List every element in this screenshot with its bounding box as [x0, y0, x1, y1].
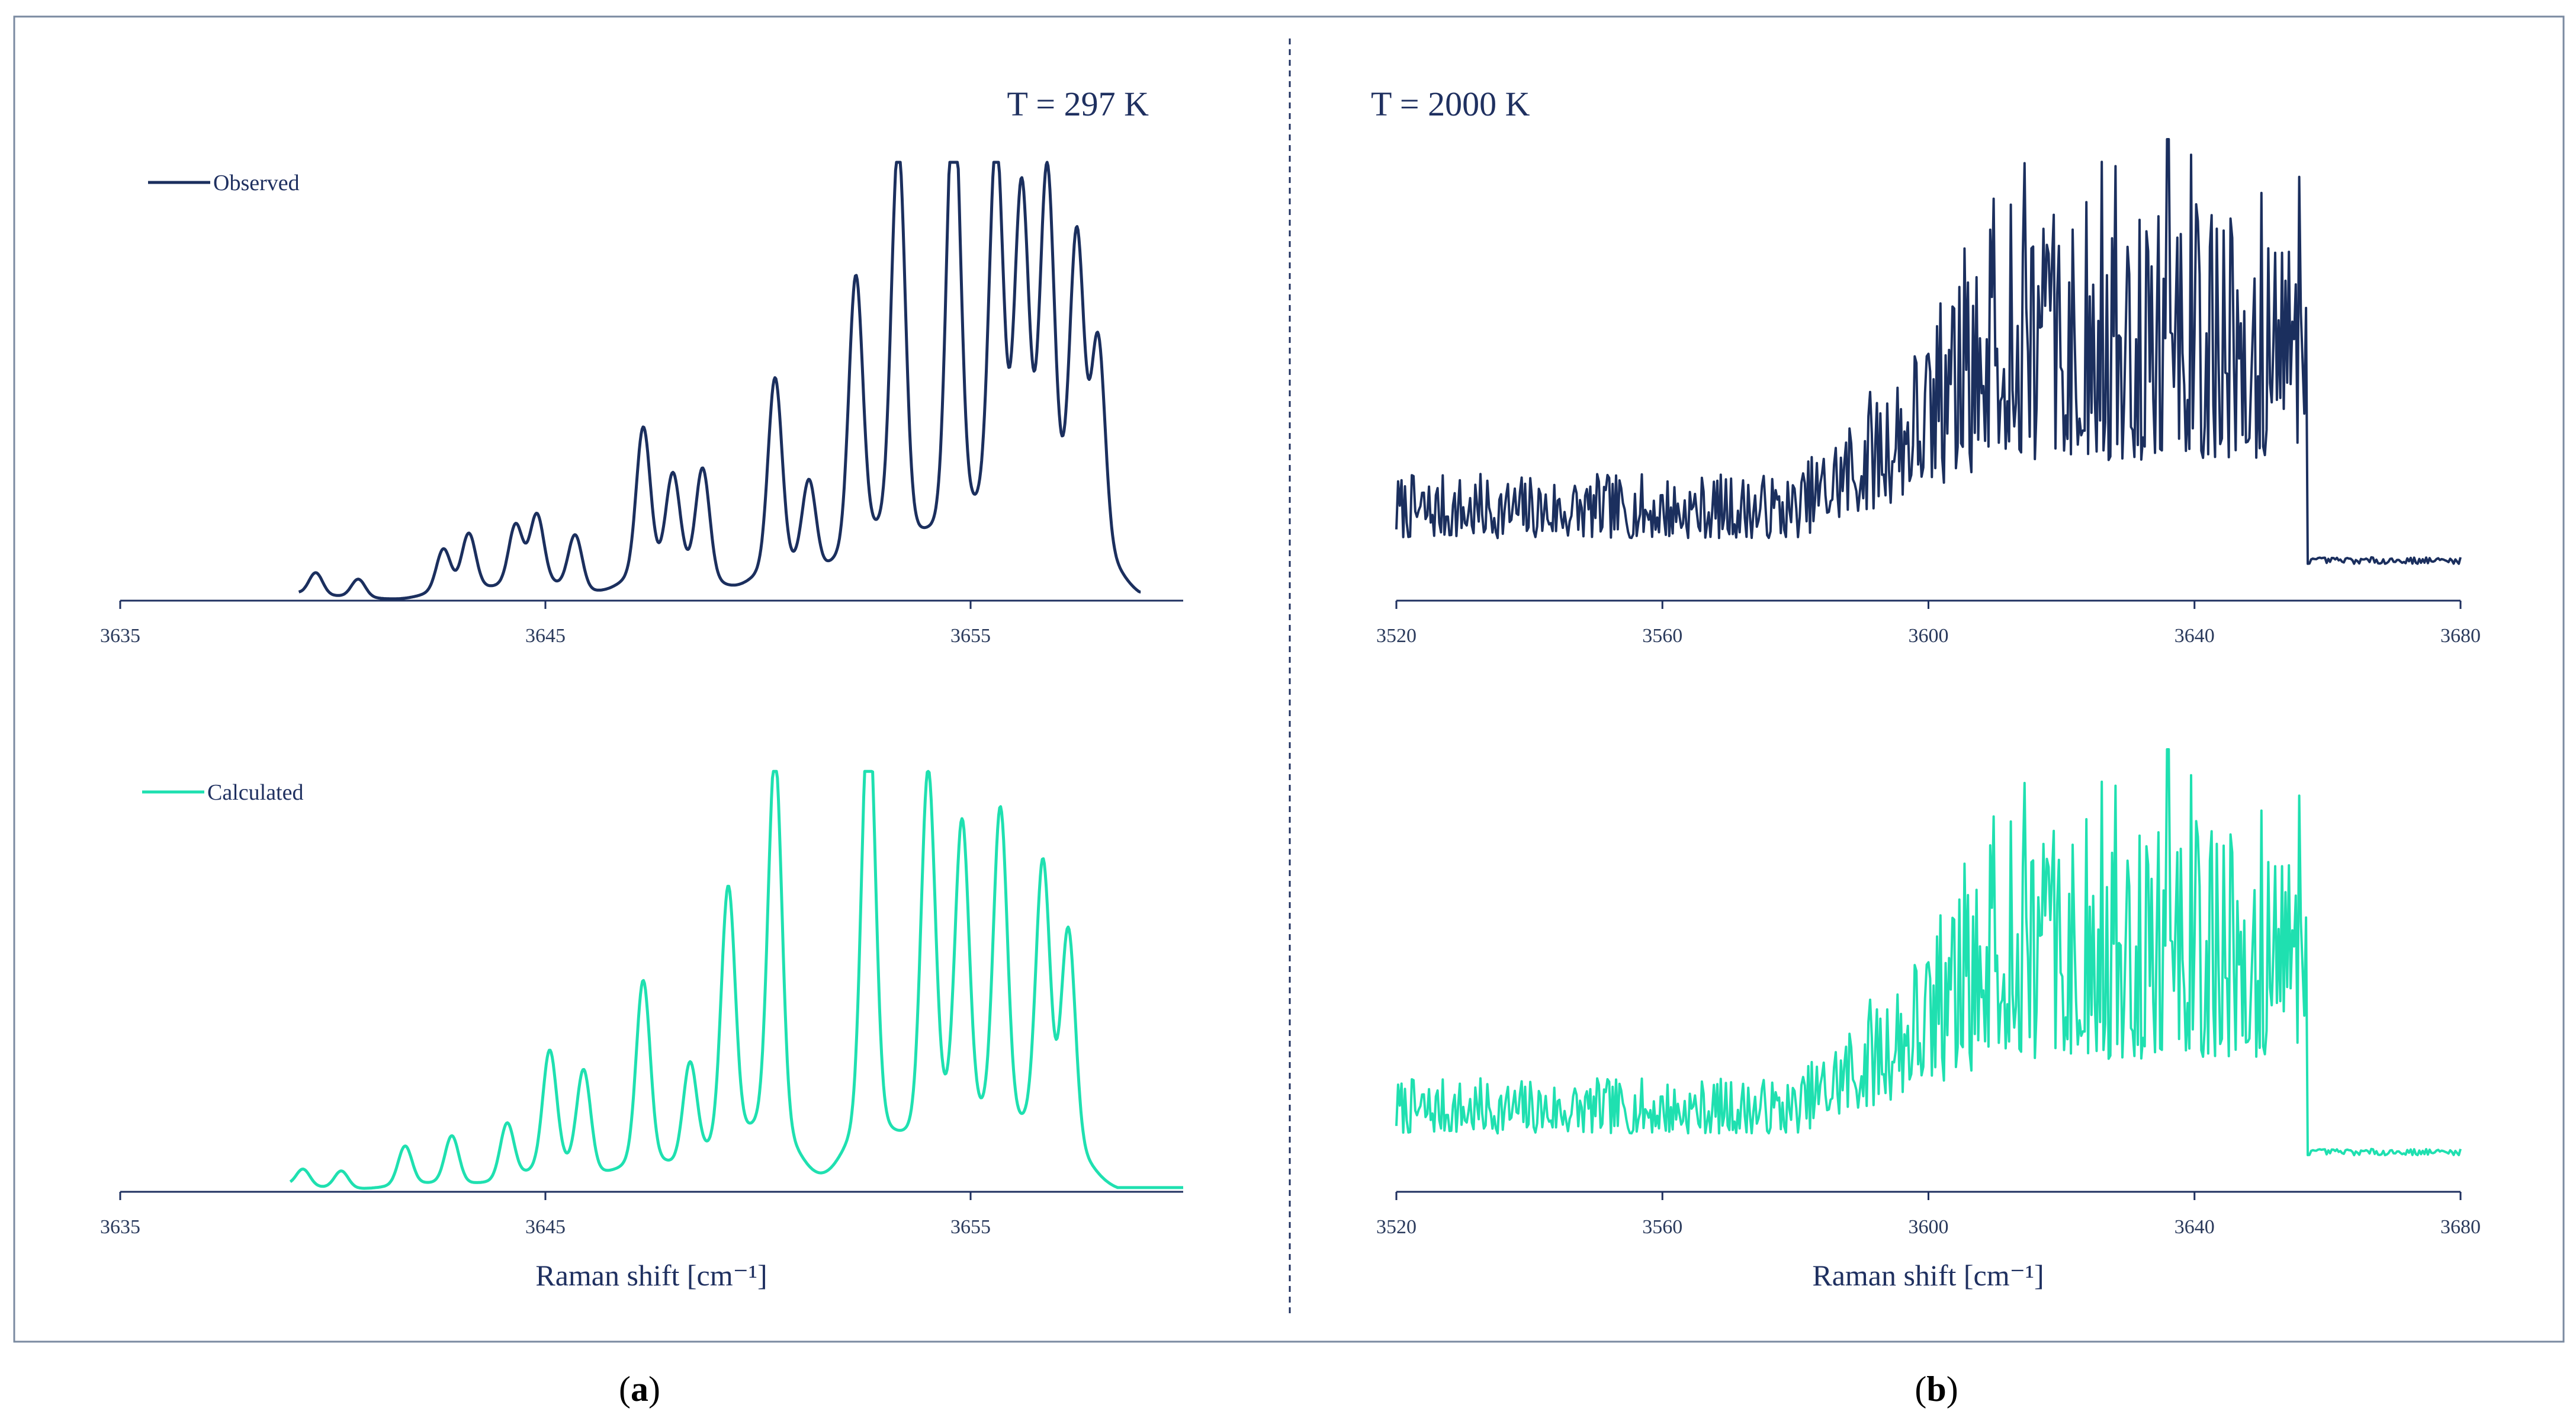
legend-calculated: Calculated: [142, 780, 303, 805]
legend-observed: Observed: [148, 171, 300, 195]
series-calculated-2000k: [1395, 748, 2462, 1157]
x-tick-label: 3560: [1642, 625, 1682, 647]
caption-b: (b): [1915, 1370, 1958, 1409]
series-observed-2000k: [1395, 138, 2462, 565]
x-axis-title-b: Raman shift [cm⁻¹]: [1812, 1259, 2044, 1292]
x-tick-label: 3640: [2174, 1216, 2215, 1238]
x-tick-label: 3680: [2440, 1216, 2481, 1238]
x-tick-label: 3600: [1909, 625, 1949, 647]
x-tick-label: 3645: [525, 1216, 566, 1238]
x-tick-label: 3655: [950, 625, 991, 647]
x-axis-title-a: Raman shift [cm⁻¹]: [535, 1259, 767, 1292]
x-tick-label: 3645: [525, 625, 566, 647]
x-tick-label: 3680: [2440, 625, 2481, 647]
legend-observed-label: Observed: [213, 171, 300, 195]
x-tick-label: 3520: [1376, 625, 1417, 647]
caption-a: (a): [619, 1370, 660, 1409]
temperature-label-a: T = 297 K: [1007, 85, 1149, 123]
x-tick-label: 3600: [1909, 1216, 1949, 1238]
x-tick-label: 3635: [100, 625, 140, 647]
x-tick-label: 3635: [100, 1216, 140, 1238]
x-ticks-a-bottom: 3635 3645 3655: [100, 1192, 991, 1238]
x-tick-label: 3640: [2174, 625, 2215, 647]
x-ticks-a-top: 3635 3645 3655: [100, 601, 991, 647]
legend-calculated-label: Calculated: [207, 780, 303, 805]
x-ticks-b-bottom: 3520 3560 3600 3640 3680: [1376, 1192, 2481, 1238]
series-observed-297k: [298, 161, 1142, 601]
x-tick-label: 3560: [1642, 1216, 1682, 1238]
x-ticks-b-top: 3520 3560 3600 3640 3680: [1376, 601, 2481, 647]
figure-frame: [13, 15, 2565, 1343]
series-calculated-297k: [289, 769, 1184, 1190]
temperature-label-b: T = 2000 K: [1371, 85, 1530, 123]
x-tick-label: 3520: [1376, 1216, 1417, 1238]
x-tick-label: 3655: [950, 1216, 991, 1238]
